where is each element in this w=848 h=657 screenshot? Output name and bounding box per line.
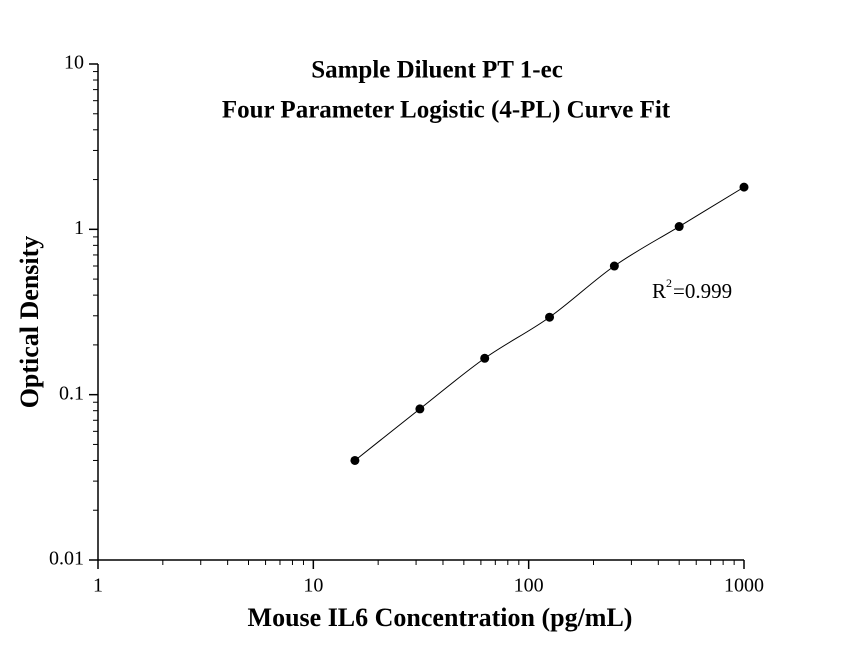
x-tick-label: 100: [514, 575, 544, 597]
data-point: [739, 182, 749, 192]
y-tick-label: 0.1: [59, 382, 84, 404]
data-point: [609, 261, 619, 271]
y-axis-label: Optical Density: [15, 236, 44, 409]
data-point: [350, 455, 360, 465]
y-tick-label: 1: [74, 217, 84, 239]
chart-subtitle: Four Parameter Logistic (4-PL) Curve Fit: [222, 97, 671, 124]
x-tick-label: 1: [93, 575, 103, 597]
annotation-base: R: [652, 279, 666, 303]
x-tick-label: 10: [303, 575, 323, 597]
annotation-superscript: 2: [666, 276, 672, 290]
chart-title: Sample Diluent PT 1-ec: [311, 57, 563, 84]
annotation-text: =0.999: [673, 279, 732, 303]
x-tick-label: 1000: [724, 575, 764, 597]
data-point: [480, 353, 490, 363]
data-point: [674, 222, 684, 232]
data-point: [415, 404, 425, 414]
y-tick-label: 10: [64, 52, 84, 74]
fit-curve: [354, 186, 745, 461]
y-tick-label: 0.01: [49, 548, 84, 570]
x-axis-label: Mouse IL6 Concentration (pg/mL): [248, 603, 633, 632]
data-point: [545, 312, 555, 322]
